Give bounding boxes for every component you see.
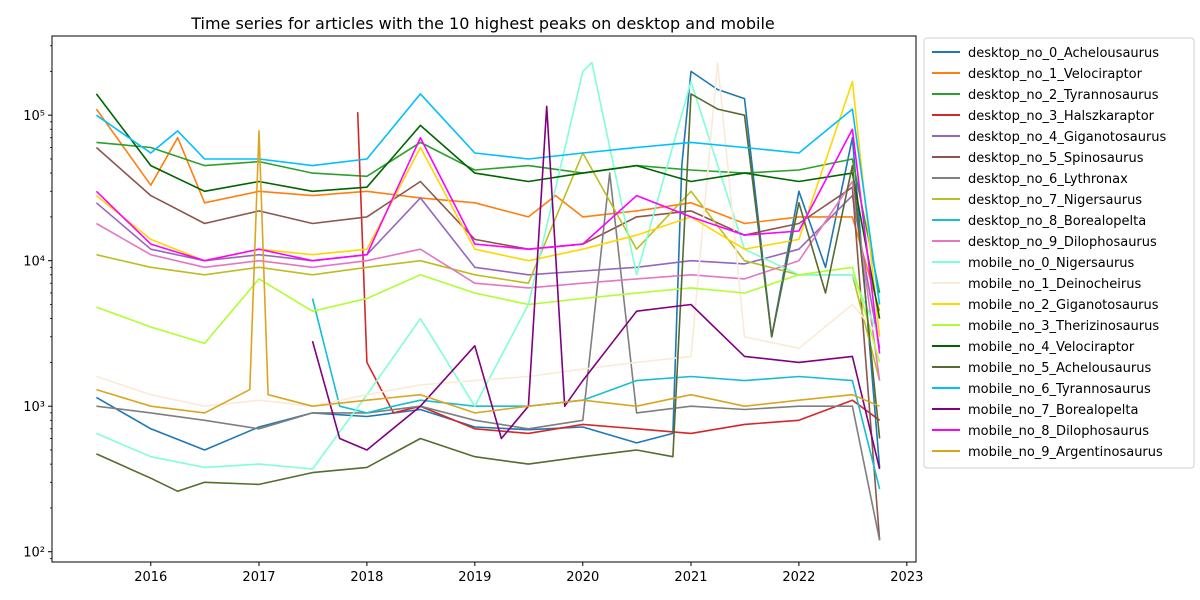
legend-label: desktop_no_9_Dilophosaurus (968, 235, 1157, 250)
legend-label: desktop_no_6_Lythronax (968, 172, 1128, 187)
series-line-mobile_no_5_Achelousaurus (96, 93, 881, 493)
x-axis: 2016 2017 2018 2019 2020 2021 2022 2023 (134, 562, 923, 585)
legend-label: mobile_no_5_Achelousaurus (968, 361, 1151, 376)
series-line-desktop_no_9_Dilophosaurus (96, 180, 881, 381)
legend-label: mobile_no_0_Nigersaurus (968, 256, 1135, 271)
series-line-desktop_no_6_Lythronax (96, 172, 881, 541)
series-line-mobile_no_1_Deinocheirus (96, 61, 881, 408)
legend-label: desktop_no_1_Velociraptor (968, 67, 1143, 82)
plot-area (51, 35, 917, 563)
series-line-mobile_no_3_Therizinosaurus (96, 266, 881, 363)
series-line-desktop_no_7_Nigersaurus (96, 152, 881, 381)
series-line-mobile_no_9_Argentinosaurus (96, 130, 880, 414)
y-tick-label: 10³ (23, 400, 45, 415)
series-line-desktop_no_1_Velociraptor (95, 108, 881, 312)
series-line-mobile_no_7_Borealopelta (311, 105, 881, 470)
y-tick-label: 10⁴ (23, 255, 45, 270)
series-line-mobile_no_8_Dilophosaurus (95, 128, 881, 354)
legend-label: desktop_no_7_Nigersaurus (968, 193, 1142, 208)
legend-label: desktop_no_8_Borealopelta (968, 214, 1146, 229)
legend-label: mobile_no_4_Velociraptor (968, 340, 1135, 355)
legend-label: mobile_no_1_Deinocheirus (968, 277, 1141, 292)
series-line-desktop_no_3_Halszkaraptor (356, 112, 881, 435)
series-line-desktop_no_5_Spinosaurus (95, 146, 881, 541)
series-layer (95, 61, 881, 541)
legend-label: mobile_no_8_Dilophosaurus (968, 424, 1149, 439)
series-line-mobile_no_4_Velociraptor (95, 93, 881, 319)
legend-label: mobile_no_6_Tyrannosaurus (968, 382, 1151, 397)
legend-label: mobile_no_7_Borealopelta (968, 403, 1138, 418)
x-tick-label: 2020 (566, 570, 599, 585)
x-tick-label: 2023 (890, 570, 923, 585)
y-tick-label: 10² (23, 546, 45, 561)
legend-label: mobile_no_9_Argentinosaurus (968, 445, 1163, 460)
series-line-desktop_no_4_Giganotosaurus (95, 194, 881, 349)
legend-box (923, 37, 1195, 469)
x-tick-label: 2017 (242, 570, 275, 585)
legend-label: desktop_no_3_Halszkaraptor (968, 109, 1155, 124)
y-axis: 10² 10³ 10⁴ 10⁵ (23, 45, 52, 561)
legend-label: mobile_no_2_Giganotosaurus (968, 298, 1159, 313)
x-tick-label: 2016 (134, 570, 167, 585)
legend-label: desktop_no_0_Achelousaurus (968, 46, 1159, 61)
series-line-desktop_no_0_Achelousaurus (96, 70, 881, 468)
series-line-desktop_no_2_Tyrannosaurus (96, 141, 881, 294)
legend-label: desktop_no_5_Spinosaurus (968, 151, 1144, 166)
x-tick-label: 2021 (674, 570, 707, 585)
x-tick-label: 2019 (458, 570, 491, 585)
x-tick-label: 2018 (350, 570, 383, 585)
series-line-mobile_no_6_Tyrannosaurus (95, 93, 881, 305)
x-tick-label: 2022 (782, 570, 815, 585)
legend-label: desktop_no_4_Giganotosaurus (968, 130, 1167, 145)
legend-label: desktop_no_2_Tyrannosaurus (968, 88, 1159, 103)
chart-title: Time series for articles with the 10 hig… (190, 14, 775, 33)
legend-label: mobile_no_3_Therizinosaurus (968, 319, 1159, 334)
y-tick-label: 10⁵ (23, 109, 45, 124)
legend: desktop_no_0_Achelousaurus desktop_no_1_V… (923, 37, 1195, 469)
